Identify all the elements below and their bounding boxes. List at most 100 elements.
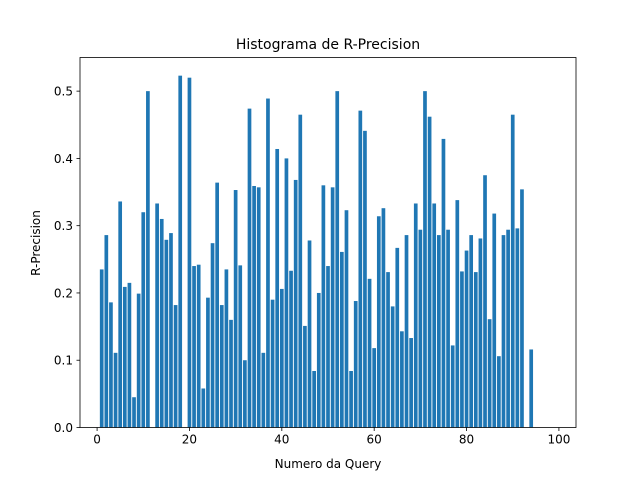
x-tick-label: 100 <box>547 433 570 447</box>
bar <box>113 352 118 428</box>
bar <box>127 282 132 428</box>
bar <box>132 397 136 428</box>
bar <box>256 187 261 428</box>
bar <box>192 266 196 428</box>
bar <box>464 250 469 428</box>
bar <box>233 190 238 428</box>
bar <box>400 331 404 428</box>
chart-title: Histograma de R-Precision <box>236 37 420 53</box>
bar <box>238 265 243 428</box>
bar <box>224 269 229 428</box>
bar <box>358 110 363 428</box>
bar <box>178 75 183 428</box>
y-axis-ticks: 0.0 0.1 0.2 0.3 0.4 0.5 <box>54 85 80 435</box>
bar <box>270 299 275 428</box>
bar <box>118 201 123 428</box>
bar <box>423 91 427 428</box>
bar <box>340 251 344 428</box>
bar <box>335 91 340 428</box>
bar <box>164 239 169 428</box>
x-axis-label: Numero da Query <box>275 457 382 471</box>
x-tick-label: 40 <box>274 433 289 447</box>
bar <box>187 77 192 428</box>
bar <box>460 271 464 428</box>
bar <box>436 235 441 428</box>
bar <box>99 269 104 428</box>
bar <box>122 286 127 428</box>
y-tick-label: 0.2 <box>54 286 73 300</box>
bar <box>219 305 224 428</box>
bar <box>510 114 515 428</box>
y-tick-label: 0.1 <box>54 354 73 368</box>
bar <box>515 228 520 428</box>
bar <box>386 272 390 428</box>
bar <box>492 213 497 428</box>
bar <box>432 203 437 428</box>
bar <box>487 319 492 428</box>
bar <box>275 148 280 428</box>
bar <box>529 349 534 428</box>
bar <box>289 270 293 428</box>
bar <box>173 305 178 428</box>
bar <box>155 203 159 428</box>
bar <box>261 352 266 428</box>
bar <box>418 229 423 428</box>
bar <box>298 114 303 428</box>
bar <box>455 200 460 428</box>
bar <box>427 116 432 428</box>
bar <box>363 130 367 428</box>
bar <box>215 182 220 428</box>
bar <box>243 360 247 428</box>
bar <box>266 98 270 428</box>
bar <box>279 288 284 428</box>
bar <box>381 208 386 428</box>
bar <box>109 302 113 428</box>
bar <box>390 306 395 428</box>
bar <box>196 264 201 428</box>
y-tick-label: 0.3 <box>54 219 73 233</box>
bar <box>413 203 418 428</box>
bar <box>321 185 326 428</box>
bar <box>483 175 487 428</box>
bar <box>104 235 109 428</box>
bar <box>450 345 455 428</box>
y-tick-label: 0.0 <box>54 421 73 435</box>
bar <box>247 108 252 428</box>
bar <box>206 297 210 428</box>
bar <box>395 247 400 428</box>
bar-series <box>99 75 534 428</box>
bar <box>478 238 483 428</box>
y-axis-label: R-Precision <box>29 210 43 276</box>
bar <box>229 319 233 428</box>
bar <box>169 233 173 428</box>
bar <box>473 272 478 428</box>
x-tick-label: 20 <box>182 433 197 447</box>
x-tick-label: 80 <box>459 433 474 447</box>
y-tick-label: 0.4 <box>54 152 73 166</box>
bar <box>293 179 298 428</box>
y-tick-label: 0.5 <box>54 85 73 99</box>
bar <box>316 292 321 428</box>
bar <box>367 278 372 428</box>
bar <box>372 348 377 428</box>
bar <box>252 185 256 428</box>
bar <box>441 138 446 428</box>
bar <box>159 218 164 428</box>
bar <box>146 91 150 428</box>
bar <box>520 189 524 428</box>
bar <box>353 301 358 428</box>
bar <box>284 158 289 428</box>
x-axis-ticks: 0 20 40 60 80 100 <box>93 427 570 447</box>
bar <box>330 187 335 428</box>
x-tick-label: 60 <box>367 433 382 447</box>
bar <box>497 356 501 428</box>
bar <box>344 210 349 428</box>
bar <box>210 243 215 428</box>
bar <box>501 235 506 428</box>
bar <box>136 293 141 428</box>
bar <box>307 240 312 428</box>
bar <box>446 229 450 428</box>
bar <box>376 216 381 428</box>
x-tick-label: 0 <box>93 433 101 447</box>
